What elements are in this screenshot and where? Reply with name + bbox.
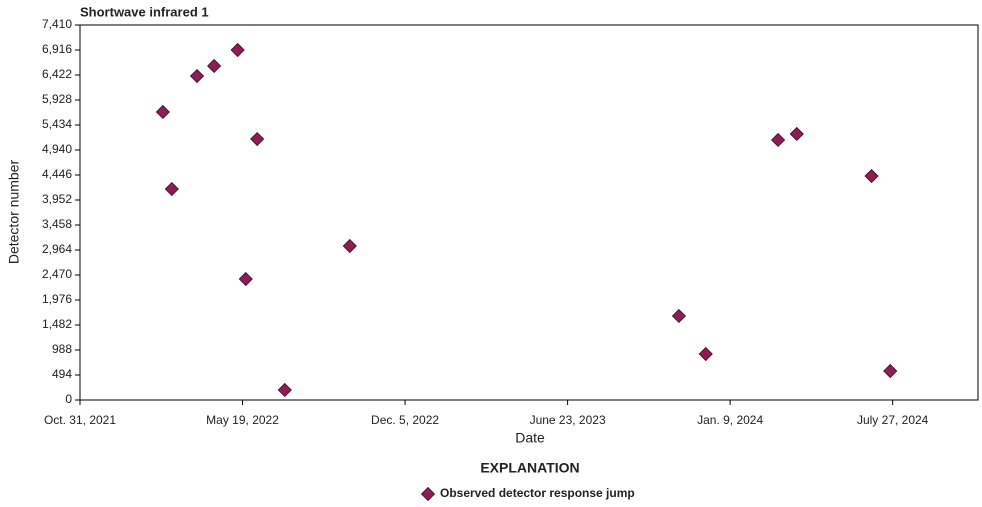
plot-frame [79, 24, 979, 401]
legend-marker [420, 486, 436, 502]
y-tick-label: 988 [52, 342, 72, 356]
point [207, 58, 222, 74]
y-tick-label: 4,446 [42, 167, 72, 181]
y-tick-label: 6,422 [42, 67, 72, 81]
y-tick-label: 0 [65, 392, 72, 406]
y-tick-label: 4,940 [42, 142, 72, 156]
point [277, 382, 292, 398]
y-axis-label: Detector number [6, 160, 22, 265]
point [671, 308, 687, 324]
legend-text: Observed detector response jump [440, 486, 635, 500]
y-tick-label: 6,916 [42, 42, 72, 56]
point [771, 132, 786, 148]
x-tick-label: May 19, 2022 [206, 413, 279, 427]
x-tick-label: June 23, 2023 [530, 413, 606, 427]
y-tick-label: 1,976 [42, 292, 72, 306]
point [250, 131, 265, 147]
x-axis-label: Date [515, 430, 545, 446]
point [883, 363, 898, 379]
point [789, 126, 804, 142]
x-tick-label: Dec. 5, 2022 [371, 413, 439, 427]
point [342, 238, 357, 254]
point [238, 271, 253, 287]
y-tick-label: 2,470 [42, 267, 72, 281]
y-tick-label: 1,482 [42, 317, 72, 331]
point [164, 181, 179, 197]
point [189, 68, 205, 84]
point [698, 346, 713, 362]
point [230, 42, 245, 58]
legend-title: EXPLANATION [480, 460, 579, 476]
chart-title: Shortwave infrared 1 [80, 4, 209, 19]
y-tick-label: 7,410 [42, 17, 72, 31]
y-tick-label: 3,458 [42, 217, 72, 231]
y-tick-label: 5,928 [42, 92, 72, 106]
x-tick-label: July 27, 2024 [857, 413, 929, 427]
y-tick-label: 494 [52, 367, 72, 381]
y-tick-label: 2,964 [42, 242, 72, 256]
x-tick-label: Oct. 31, 2021 [44, 413, 116, 427]
x-tick-label: Jan. 9, 2024 [697, 413, 763, 427]
y-tick-label: 3,952 [42, 192, 72, 206]
point [864, 168, 879, 184]
y-tick-label: 5,434 [42, 117, 72, 131]
point [155, 104, 170, 120]
